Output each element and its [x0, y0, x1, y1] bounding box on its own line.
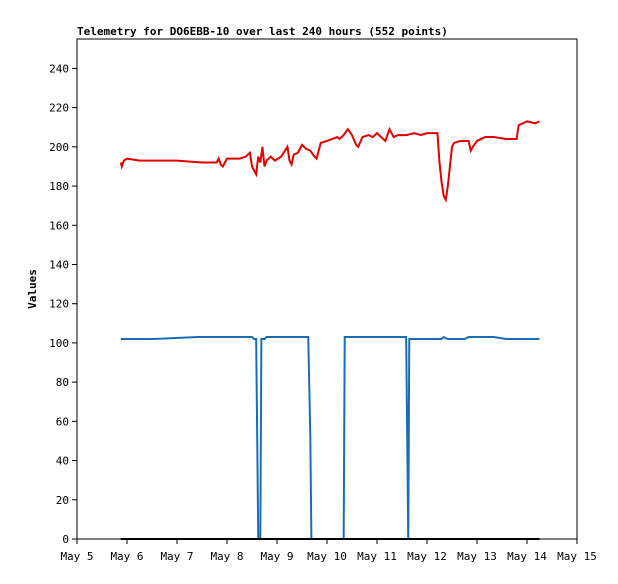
y-tick-label: 240 — [49, 62, 69, 75]
y-tick-label: 200 — [49, 141, 69, 154]
x-tick-label: May 10 — [307, 550, 347, 563]
y-tick-label: 140 — [49, 258, 69, 271]
x-tick-label: May 12 — [407, 550, 447, 563]
x-tick-label: May 15 — [557, 550, 597, 563]
x-tick-label: May 9 — [260, 550, 293, 563]
x-tick-label: May 5 — [60, 550, 93, 563]
y-axis: 0 20 40 60 80 100 120 140 160 180 200 220 240 — [49, 62, 77, 546]
x-tick-label: May 11 — [357, 550, 397, 563]
series-line-2 — [120, 335, 540, 540]
y-tick-label: 100 — [49, 337, 69, 350]
y-tick-label: 120 — [49, 298, 69, 311]
y-tick-label: 0 — [62, 533, 69, 546]
x-tick-label: May 8 — [210, 550, 243, 563]
y-tick-label: 20 — [56, 494, 69, 507]
chart-title: Telemetry for DO6EBB-10 over last 240 ho… — [77, 25, 448, 38]
y-tick-label: 220 — [49, 102, 69, 115]
series-layer — [119, 120, 540, 540]
y-tick-label: 40 — [56, 455, 69, 468]
y-tick-label: 60 — [56, 415, 69, 428]
y-tick-label: 80 — [56, 376, 69, 389]
y-tick-label: 180 — [49, 180, 69, 193]
x-tick-label: May 6 — [110, 550, 143, 563]
x-axis: May 5 May 6 May 7 May 8 May 9 May 10 May 11 May… — [60, 539, 597, 563]
x-tick-label: May 7 — [160, 550, 193, 563]
series-line-1 — [119, 120, 540, 203]
y-tick-label: 160 — [49, 219, 69, 232]
x-tick-label: May 13 — [457, 550, 497, 563]
x-tick-label: May 14 — [507, 550, 547, 563]
y-axis-label: Values — [26, 269, 39, 309]
plot-frame — [76, 38, 578, 540]
